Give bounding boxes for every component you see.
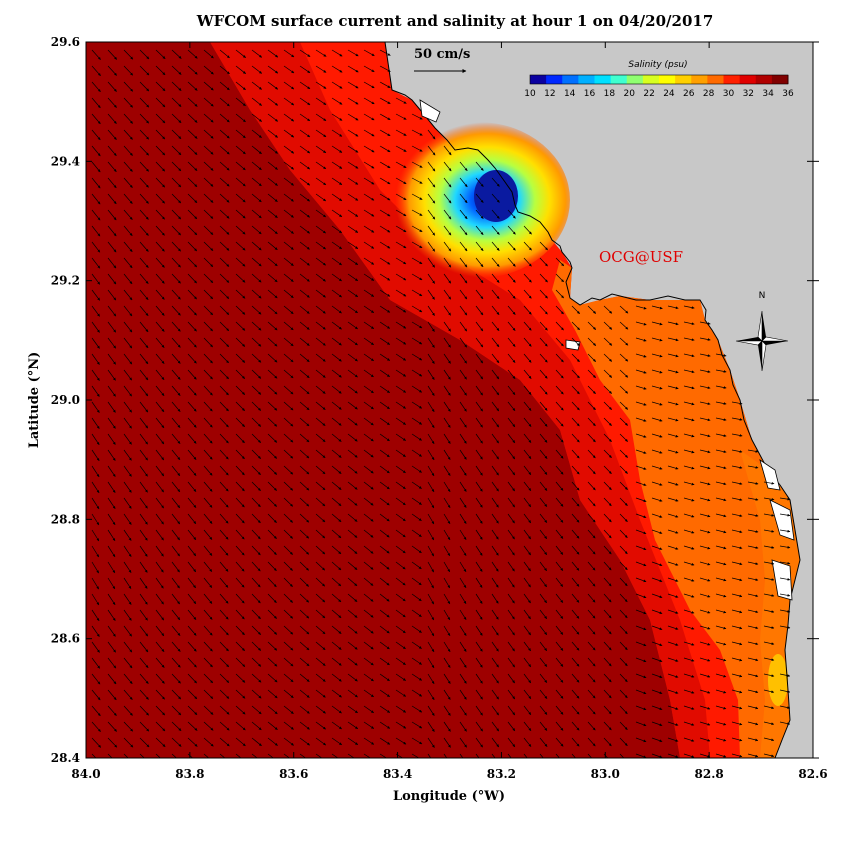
colorbar-label: 32: [743, 89, 754, 99]
colorbar-swatch: [739, 75, 757, 84]
colorbar-label: 30: [723, 89, 735, 99]
marsh-fringe: [419, 99, 795, 601]
credit-label: OCG@USF: [599, 248, 683, 266]
y-tick-label: 28.6: [51, 632, 80, 646]
y-tick-label: 28.4: [51, 751, 80, 765]
colorbar-swatch: [530, 75, 547, 84]
colorbar-label: 24: [663, 89, 675, 99]
scale-arrow: 50 cm/s: [414, 47, 470, 73]
colorbar-swatch: [546, 75, 563, 84]
colorbar-swatch: [562, 75, 579, 84]
colorbar-swatch: [594, 75, 612, 84]
x-tick-label: 82.6: [798, 767, 827, 781]
colorbar-label: 22: [643, 89, 654, 99]
colorbar-swatch: [659, 75, 676, 84]
plot-area: [86, 42, 813, 758]
colorbar-title: Salinity (psu): [628, 60, 687, 70]
y-tick-label: 29.0: [51, 393, 80, 407]
colorbar-swatch: [771, 75, 789, 84]
x-axis-ticks: 84.0 83.8 83.6 83.4 83.2 83.0 82.8 82.6: [71, 42, 828, 781]
y-tick-label: 29.2: [51, 274, 80, 288]
x-tick-label: 83.0: [591, 767, 620, 781]
colorbar-label: 36: [782, 89, 794, 99]
colorbar-label: 12: [544, 89, 555, 99]
x-tick-label: 83.4: [383, 767, 412, 781]
colorbar-swatch: [691, 75, 708, 84]
x-tick-label: 83.2: [487, 767, 516, 781]
colorbar-swatch: [723, 75, 741, 84]
north-label: N: [759, 291, 766, 301]
x-tick-label: 84.0: [71, 767, 100, 781]
colorbar-frame: [529, 74, 789, 85]
colorbar-label: 20: [624, 89, 636, 99]
colorbar-label: 10: [524, 89, 536, 99]
x-tick-label: 82.8: [695, 767, 724, 781]
ocean-field-dark-red: [86, 42, 680, 758]
colorbar-label: 26: [683, 89, 695, 99]
colorbar-label: 28: [703, 89, 715, 99]
colorbar-labels: 10 12 14 16 18 20 22 24 26 28 30 32 34 36: [524, 89, 794, 99]
current-vectors: [91, 49, 791, 758]
ocean-field-orange: [552, 260, 800, 758]
y-axis-label: Latitude (°N): [27, 352, 42, 449]
plume-core: [474, 170, 518, 222]
x-tick-label: 83.6: [279, 767, 308, 781]
map-title: WFCOM surface current and salinity at ho…: [196, 12, 714, 30]
colorbar-label: 34: [762, 89, 774, 99]
ocean-field-mid-red: [210, 42, 710, 758]
colorbar-label: 16: [584, 89, 596, 99]
colorbar-swatches: [530, 75, 789, 84]
scale-arrow-label: 50 cm/s: [414, 47, 470, 62]
salinity-colorbar: Salinity (psu) 10 12 14 16 18 20 22 24 26 28 30 32 3…: [524, 60, 794, 99]
y-axis-ticks: 29.6 29.4 29.2 29.0 28.8 28.6 28.4: [51, 35, 819, 765]
north-arrow-icon: N: [735, 291, 789, 372]
colorbar-swatch: [755, 75, 773, 84]
colorbar-label: 14: [564, 89, 576, 99]
x-axis-label: Longitude (°W): [393, 789, 505, 804]
colorbar-swatch: [578, 75, 595, 84]
colorbar-swatch: [675, 75, 692, 84]
y-tick-label: 28.8: [51, 512, 80, 526]
colorbar-swatch: [642, 75, 660, 84]
colorbar-label: 18: [604, 89, 616, 99]
coastline: [384, 42, 801, 758]
colorbar-swatch: [707, 75, 724, 84]
y-tick-label: 29.6: [51, 35, 80, 49]
coastal-yellow: [768, 654, 788, 706]
y-tick-label: 29.4: [51, 154, 80, 168]
colorbar-swatch: [610, 75, 628, 84]
colorbar-swatch: [626, 75, 644, 84]
x-tick-label: 83.8: [175, 767, 204, 781]
